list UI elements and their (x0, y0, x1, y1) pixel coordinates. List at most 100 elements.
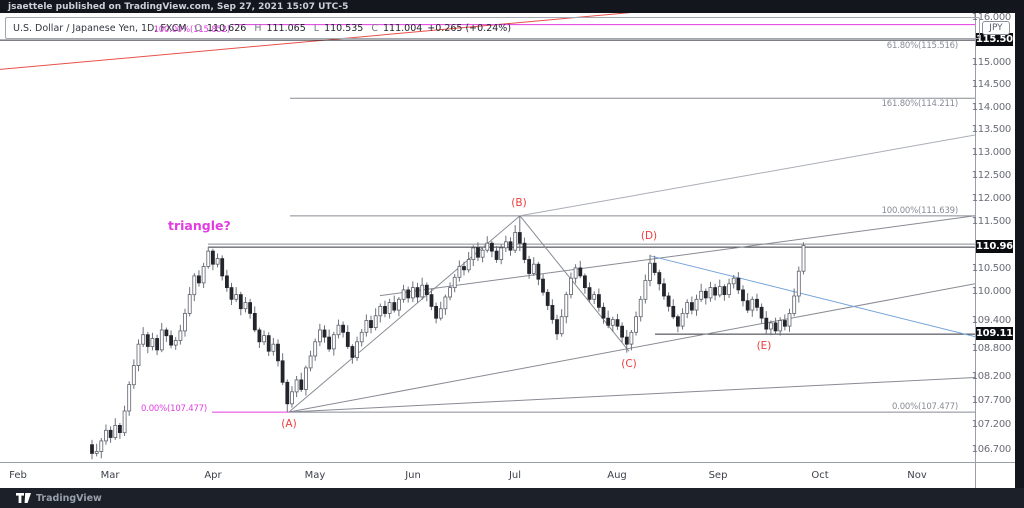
candle-body (750, 298, 755, 311)
candle-body (169, 335, 174, 346)
time-axis[interactable]: Feb Mar Apr May Jun Jul Aug Sep Oct Nov (0, 462, 1015, 489)
candle-body (434, 305, 439, 319)
candle-body (662, 283, 666, 297)
candle-body (196, 275, 201, 284)
candle-body (122, 410, 127, 434)
price-tick: 107.200 (971, 419, 1012, 431)
candle-body (355, 341, 360, 358)
candle-body (159, 329, 164, 351)
candle-body (755, 298, 759, 308)
fib-label-4: 100.00%(111.639) (881, 206, 959, 216)
price-tick: 107.700 (971, 395, 1012, 407)
publication-banner: jsaettele published on TradingView.com, … (0, 0, 1024, 13)
candle-body (118, 424, 122, 433)
candle-body (224, 275, 229, 288)
candle-body (773, 322, 778, 332)
candle-body (145, 334, 150, 347)
candle-body (550, 304, 555, 320)
candle-body (597, 294, 601, 308)
candle-body (703, 290, 708, 299)
candle-body (489, 242, 494, 252)
candle-body (708, 287, 713, 299)
wave-label-e: (E) (756, 340, 772, 352)
candle-body (792, 295, 797, 314)
candle-body (178, 330, 183, 341)
candle-body (615, 319, 620, 327)
candle-body (643, 280, 648, 300)
trendline-from-B-upper (519, 134, 975, 217)
candle-body (499, 247, 504, 260)
candle-body (206, 250, 211, 267)
time-axis-month-nov: Nov (907, 470, 927, 481)
candle-body (127, 384, 132, 412)
candle-body (541, 278, 545, 293)
price-axis[interactable]: JPY 116.000 115.000 114.500 114.000 113.500 1… (972, 12, 1020, 462)
candle-body (164, 329, 169, 337)
candle-body (522, 242, 527, 260)
candle-body (620, 325, 624, 338)
open-label: O (194, 22, 203, 34)
candle-body (778, 320, 783, 332)
close-label: C (371, 22, 378, 34)
candle-body (592, 294, 597, 300)
candle-body (796, 270, 801, 297)
currency-badge: JPY (982, 21, 1010, 35)
price-badge: 109.113 (976, 327, 1020, 341)
candle-body (313, 341, 318, 357)
time-axis-month-feb: Feb (9, 470, 27, 481)
fib-label-3: 161.80%(114.211) (881, 99, 959, 109)
candle-body (373, 315, 378, 328)
right-frame-strip (1015, 0, 1024, 508)
candle-body (527, 259, 531, 274)
price-tick: 110.500 (971, 262, 1012, 274)
price-tick: 106.700 (971, 443, 1012, 455)
tradingview-brand-text[interactable]: TradingView (36, 492, 102, 504)
candle-body (294, 379, 299, 393)
candle-body (448, 287, 453, 298)
candle-body (229, 287, 234, 300)
candle-body (280, 360, 285, 383)
candle-body (392, 302, 397, 311)
candle-body (429, 294, 434, 307)
candle-body (141, 334, 146, 345)
candle-body (722, 286, 727, 296)
time-axis-month-apr: Apr (204, 470, 222, 481)
symbol-legend-box: U.S. Dollar / Japanese Yen, 1D, FXCM O 1… (5, 17, 980, 39)
candle-body (485, 242, 490, 251)
candle-body (113, 424, 118, 438)
fib-label-0: 100.00%(115.852) (153, 25, 231, 35)
candle-body (601, 306, 606, 319)
publication-text: jsaettele published on TradingView.com, … (8, 1, 349, 12)
candle-body (457, 266, 462, 278)
candle-body (559, 316, 564, 335)
candle-body (341, 324, 346, 333)
fib-label-2: 61.80%(115.516) (886, 41, 958, 51)
candle-body (285, 381, 290, 405)
fib-label-5: 0.00%(107.477) (892, 402, 958, 412)
candle-body (517, 232, 522, 244)
candle-body (396, 298, 401, 311)
candle-body (657, 272, 662, 285)
candle-body (327, 336, 332, 350)
time-axis-month-may: May (304, 470, 326, 481)
candle-body (624, 336, 629, 345)
candle-body (243, 302, 248, 310)
candle-body (336, 324, 341, 336)
candle-body (713, 287, 717, 296)
candle-body (801, 245, 806, 272)
candle-body (634, 316, 638, 333)
candle-body (694, 298, 699, 311)
time-axis-month-jul: Jul (508, 470, 522, 481)
candle-body (378, 305, 383, 317)
long-term-trendline-red (0, 13, 632, 70)
chart-plot-area[interactable] (0, 13, 975, 462)
footer-bar: TradingView (0, 488, 1024, 508)
candle-body (220, 258, 225, 277)
tradingview-logo-icon[interactable] (16, 492, 31, 504)
candle-body (383, 305, 387, 314)
price-tick: 113.500 (971, 124, 1012, 136)
candle-body (420, 284, 425, 298)
candle-body (699, 290, 704, 300)
low-value: 110.535 (324, 22, 364, 34)
